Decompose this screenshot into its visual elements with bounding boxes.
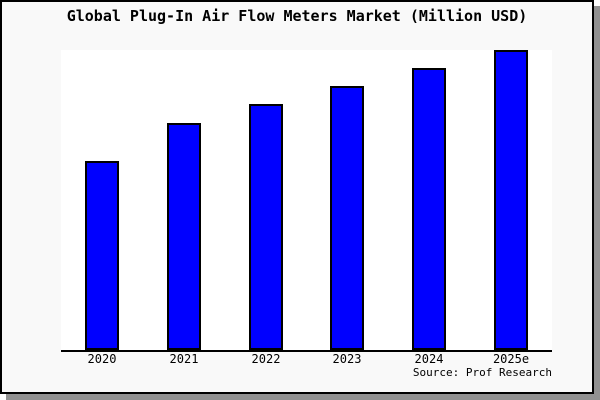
- x-tick-2024: 2024: [414, 352, 444, 366]
- bar-2024: [412, 68, 446, 350]
- chart-canvas: Global Plug-In Air Flow Meters Market (M…: [0, 0, 594, 394]
- plot-area: [61, 50, 552, 352]
- bar-2021: [167, 123, 201, 350]
- x-tick-2020: 2020: [87, 352, 117, 366]
- bar-2020: [85, 161, 119, 350]
- x-tick-2023: 2023: [332, 352, 362, 366]
- bar-2023: [330, 86, 364, 350]
- x-tick-2021: 2021: [169, 352, 199, 366]
- x-tick-2022: 2022: [251, 352, 281, 366]
- source-label: Source: Prof Research: [412, 366, 552, 379]
- x-tick-2025e: 2025e: [492, 352, 530, 366]
- chart-title: Global Plug-In Air Flow Meters Market (M…: [66, 7, 528, 25]
- bar-2025e: [494, 50, 528, 350]
- bar-2022: [249, 104, 283, 350]
